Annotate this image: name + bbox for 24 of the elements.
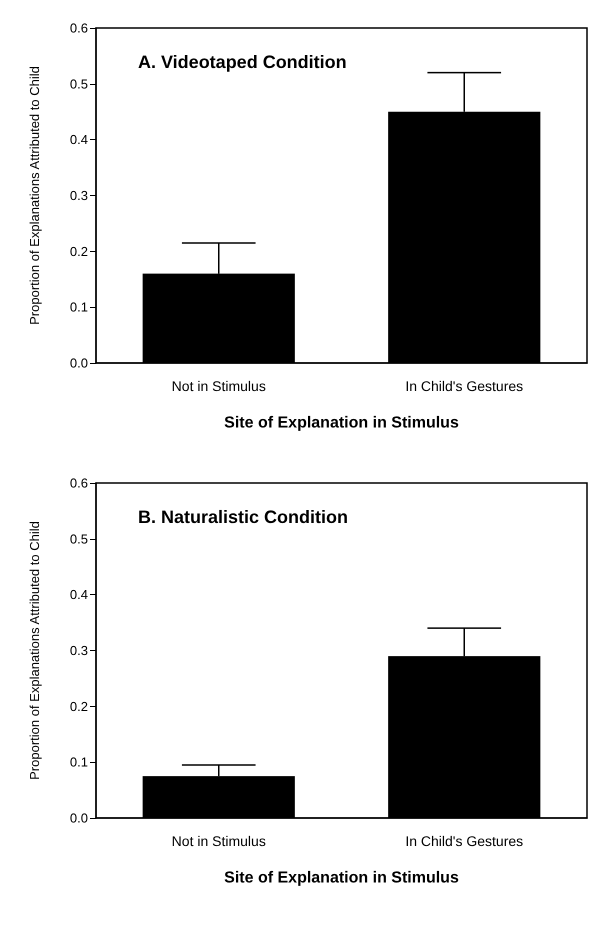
y-axis-title: Proportion of Explanations Attributed to Child: [27, 521, 42, 780]
y-tick-label: 0.4: [70, 132, 88, 148]
y-tick-label: 0.2: [70, 698, 88, 714]
y-tick-label: 0.5: [70, 531, 88, 546]
y-tick-label: 0.2: [70, 244, 88, 259]
text: A. Videotaped Condition: [138, 52, 347, 72]
x-axis-title: Site of Explanation in Stimulus: [224, 870, 459, 886]
y-tick-label: 0.5: [70, 76, 88, 92]
x-tick-label: Not in Stimulus: [172, 378, 266, 394]
y-tick-label: 0.6: [70, 20, 88, 36]
x-tick-label: Not in Stimulus: [172, 833, 266, 849]
y-tick-label: 0.1: [70, 754, 88, 770]
y-tick-label: 0.3: [70, 643, 88, 658]
y-tick-label: 0.3: [70, 188, 88, 203]
text: B. Naturalistic Condition: [138, 507, 348, 527]
y-tick-label: 0.1: [70, 300, 88, 315]
y-tick-label: 0.0: [70, 810, 88, 826]
y-tick-label: 0.6: [70, 476, 88, 490]
y-tick-label: 0.0: [70, 356, 88, 370]
x-axis-title: Site of Explanation in Stimulus: [224, 414, 459, 432]
y-tick-label: 0.4: [70, 587, 88, 602]
x-tick-label: In Child's Gestures: [405, 833, 524, 849]
x-tick-label: In Child's Gestures: [405, 378, 524, 394]
y-axis-title: Proportion of Explanations Attributed to Child: [27, 66, 42, 325]
